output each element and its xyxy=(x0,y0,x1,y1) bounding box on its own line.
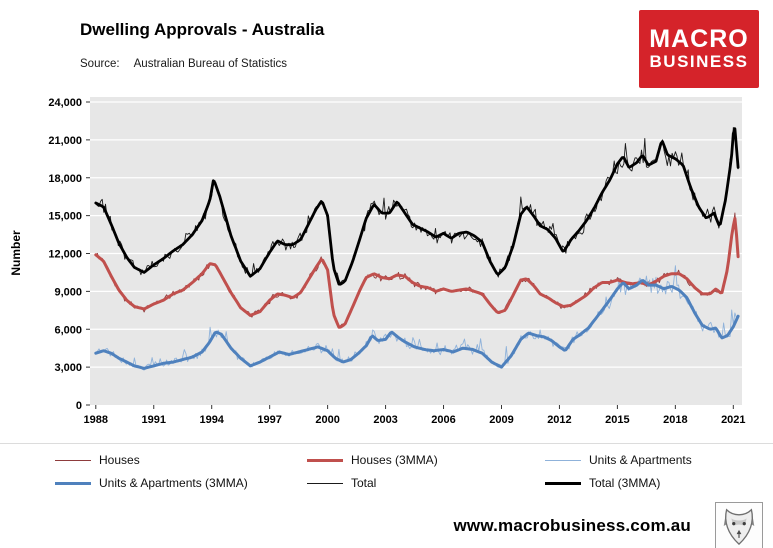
x-tick-label: 1997 xyxy=(257,414,281,426)
legend-item-units-apartments: Units & Apartments xyxy=(545,453,767,467)
legend-item-units-apartments-3mma: Units & Apartments (3MMA) xyxy=(55,476,307,490)
legend-line-sample xyxy=(545,459,581,461)
wolf-icon xyxy=(723,508,755,546)
x-tick-label: 2003 xyxy=(373,414,397,426)
series-line-total-thick xyxy=(94,127,740,286)
legend-label: Houses xyxy=(99,453,140,467)
source-label: Source: xyxy=(80,58,120,70)
series-line-houses-thick xyxy=(94,216,740,329)
legend-label: Houses (3MMA) xyxy=(351,453,438,467)
legend-line-sample xyxy=(307,482,343,484)
logo-text-business: BUSINESS xyxy=(649,51,749,71)
y-tick-label: 21,000 xyxy=(48,135,82,147)
logo-text-macro: MACRO xyxy=(649,24,749,53)
x-tick-label: 2000 xyxy=(315,414,339,426)
legend-label: Units & Apartments (3MMA) xyxy=(99,476,248,490)
y-tick-label: 3,000 xyxy=(54,362,82,374)
header: Dwelling Approvals - Australia Source: Au… xyxy=(0,0,773,92)
legend-label: Units & Apartments xyxy=(589,453,692,467)
chart-legend: Houses Houses (3MMA) Units & Apartments Uni… xyxy=(0,443,773,494)
source-value: Australian Bureau of Statistics xyxy=(133,58,288,70)
legend-item-houses: Houses xyxy=(55,453,307,467)
x-tick-label: 2012 xyxy=(547,414,571,426)
series-line-units-thick xyxy=(94,279,740,370)
x-tick-label: 2006 xyxy=(431,414,455,426)
legend-line-sample xyxy=(307,458,343,462)
legend-item-houses-3mma: Houses (3MMA) xyxy=(307,453,545,467)
website-url[interactable]: www.macrobusiness.com.au xyxy=(453,516,691,535)
x-tick-label: 2018 xyxy=(663,414,687,426)
y-tick-label: 0 xyxy=(76,400,82,412)
legend-label: Total (3MMA) xyxy=(589,476,661,490)
x-tick-label: 1991 xyxy=(142,414,166,426)
dwelling-approvals-chart: 0 3,000 6,000 9,000 12,000 15,000 18,000 21,000… xyxy=(9,97,746,426)
legend-item-total-3mma: Total (3MMA) xyxy=(545,476,767,490)
axis-labels: 0 3,000 6,000 9,000 12,000 15,000 18,000 21,000… xyxy=(48,97,745,426)
y-tick-label: 15,000 xyxy=(48,211,82,223)
legend-label: Total xyxy=(351,476,377,490)
y-tick-label: 6,000 xyxy=(54,324,82,336)
y-tick-label: 24,000 xyxy=(48,97,82,109)
footer: www.macrobusiness.com.au xyxy=(0,494,773,548)
legend-line-sample xyxy=(55,459,91,461)
y-tick-label: 18,000 xyxy=(48,173,82,185)
source-line: Source: Australian Bureau of Statistics xyxy=(80,58,287,70)
y-tick-label: 12,000 xyxy=(48,249,82,261)
x-tick-label: 1994 xyxy=(199,414,224,426)
macrobusiness-logo: MACRO BUSINESS xyxy=(639,10,759,88)
series-lines xyxy=(94,127,740,371)
gridlines xyxy=(86,101,742,409)
legend-line-sample xyxy=(55,481,91,485)
legend-line-sample xyxy=(545,481,581,485)
x-tick-label: 2015 xyxy=(605,414,629,426)
x-tick-label: 2021 xyxy=(721,414,745,426)
chart-title: Dwelling Approvals - Australia xyxy=(80,20,325,39)
y-axis-title: Number xyxy=(9,230,23,276)
y-tick-label: 9,000 xyxy=(54,286,82,298)
x-tick-label: 1988 xyxy=(84,414,108,426)
legend-item-total: Total xyxy=(307,476,545,490)
wolf-logo xyxy=(715,502,763,548)
x-tick-label: 2009 xyxy=(489,414,513,426)
